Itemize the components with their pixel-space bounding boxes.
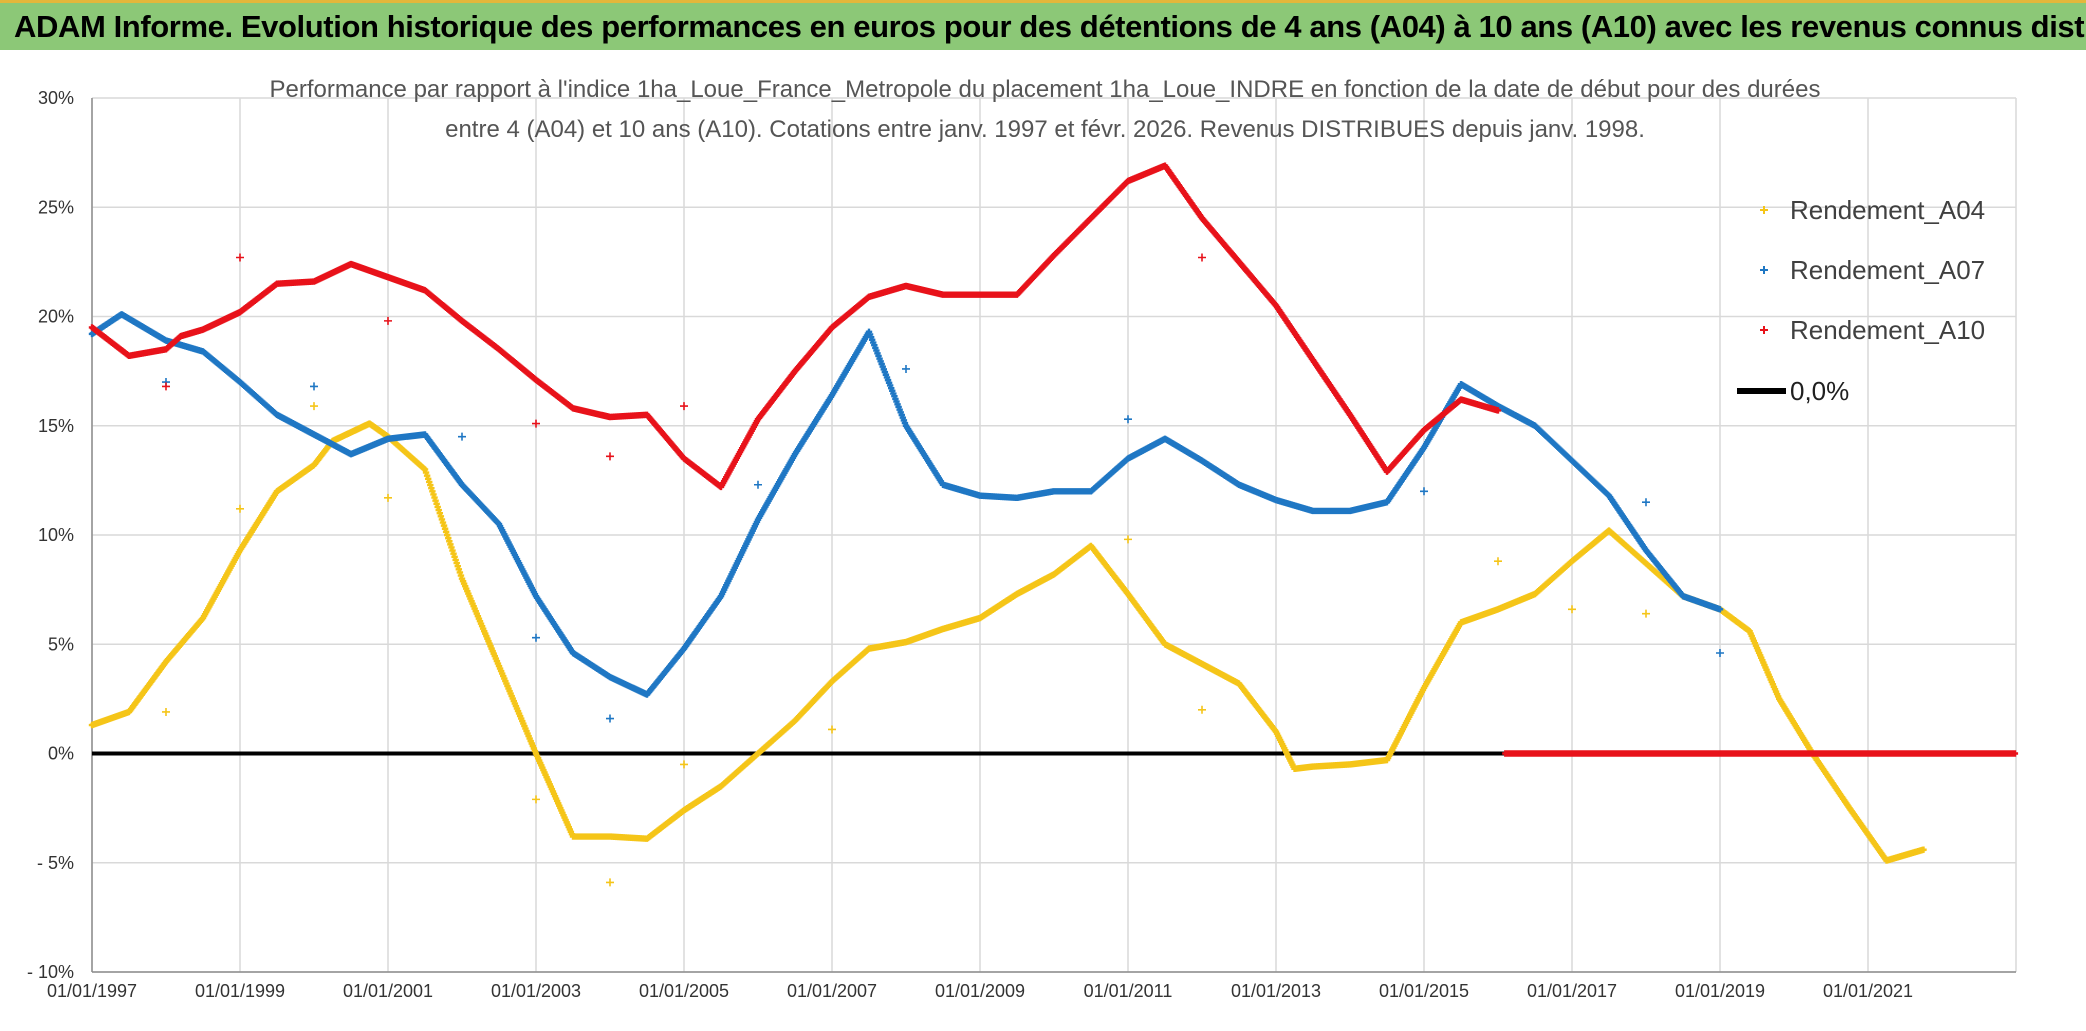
outlier-point [606, 878, 614, 887]
legend-label: Rendement_A10 [1790, 315, 1985, 345]
legend-marker-swatch [1760, 206, 1768, 214]
x-tick-label: 01/01/2005 [639, 981, 729, 1001]
x-tick-label: 01/01/2021 [1823, 981, 1913, 1001]
chart-title-line-1: Performance par rapport à l'indice 1ha_L… [270, 76, 1821, 103]
x-tick-label: 01/01/2019 [1675, 981, 1765, 1001]
axes: 30% 25% 20% 15% 10% 5% 0% - 5% - 10%01/01/1997 01… [27, 88, 2016, 1001]
y-tick-label: 20% [38, 307, 74, 327]
outlier-point [532, 795, 540, 804]
legend-label: Rendement_A04 [1790, 195, 1985, 225]
outlier-point [1642, 609, 1650, 618]
x-tick-label: 01/01/2013 [1231, 981, 1321, 1001]
legend-label: 0,0% [1790, 376, 1849, 406]
series-trace [88, 311, 1724, 698]
y-tick-label: - 5% [37, 853, 74, 873]
series-rendement-a10 [88, 162, 2019, 757]
outlier-point [532, 633, 540, 642]
y-tick-label: 15% [38, 416, 74, 436]
legend-marker-swatch [1760, 266, 1768, 274]
x-tick-label: 01/01/2001 [343, 981, 433, 1001]
report-header: ADAM Informe. Evolution historique des p… [0, 0, 2086, 50]
outlier-point [162, 382, 170, 391]
y-tick-label: 30% [38, 88, 74, 108]
outlier-point [680, 760, 688, 769]
outlier-point [236, 253, 244, 262]
x-tick-label: 01/01/2007 [787, 981, 877, 1001]
legend-item: 0,0% [1737, 376, 1849, 406]
grid-lines [91, 97, 2017, 973]
outlier-point [1124, 415, 1132, 424]
data-series [88, 162, 2019, 887]
outlier-point [532, 419, 540, 428]
x-tick-label: 01/01/2015 [1379, 981, 1469, 1001]
x-tick-label: 01/01/2017 [1527, 981, 1617, 1001]
outlier-point [310, 382, 318, 391]
outlier-point [1198, 705, 1206, 714]
legend-item: Rendement_A04 [1760, 195, 1985, 225]
outlier-point [828, 725, 836, 734]
x-tick-label: 01/01/1997 [47, 981, 137, 1001]
x-tick-label: 01/01/2011 [1084, 981, 1173, 1001]
outlier-point [606, 714, 614, 723]
y-tick-label: 25% [38, 197, 74, 217]
chart-legend: Rendement_A04 Rendement_A07 Rendement_A10 0… [1737, 195, 1985, 406]
series-trace [88, 162, 1502, 491]
legend-item: Rendement_A10 [1760, 315, 1985, 345]
outlier-point [1420, 487, 1428, 496]
outlier-point [384, 316, 392, 325]
outlier-point [754, 480, 762, 489]
legend-label: Rendement_A07 [1790, 255, 1985, 285]
series-rendement-a07 [88, 311, 1724, 723]
outlier-point [680, 402, 688, 411]
outlier-point [1716, 648, 1724, 657]
outlier-point [458, 432, 466, 441]
y-tick-label: 5% [48, 634, 74, 654]
outlier-point [384, 493, 392, 502]
chart-title-line-2: entre 4 (A04) et 10 ans (A10). Cotations… [445, 116, 1645, 143]
x-tick-label: 01/01/1999 [195, 981, 285, 1001]
y-tick-label: 10% [38, 525, 74, 545]
legend-item: Rendement_A07 [1760, 255, 1985, 285]
chart-background [0, 50, 2086, 1031]
outlier-point [310, 402, 318, 411]
outlier-point [1124, 535, 1132, 544]
outlier-point [162, 707, 170, 716]
y-tick-label: 0% [48, 744, 74, 764]
outlier-point [902, 364, 910, 373]
outlier-point [1494, 557, 1502, 566]
outlier-point [1198, 253, 1206, 262]
performance-chart: 30% 25% 20% 15% 10% 5% 0% - 5% - 10%01/01/1997 01… [0, 50, 2086, 1031]
outlier-point [606, 452, 614, 461]
y-tick-label: - 10% [27, 962, 74, 982]
zero-segment-trace [1502, 750, 2019, 757]
report-title: ADAM Informe. Evolution historique des p… [14, 8, 2086, 44]
x-tick-label: 01/01/2003 [491, 981, 581, 1001]
x-tick-label: 01/01/2009 [935, 981, 1025, 1001]
legend-marker-swatch [1760, 326, 1768, 334]
outlier-point [1568, 605, 1576, 614]
outlier-point [1642, 498, 1650, 507]
series-rendement-a04 [88, 402, 1927, 887]
outlier-point [236, 504, 244, 513]
